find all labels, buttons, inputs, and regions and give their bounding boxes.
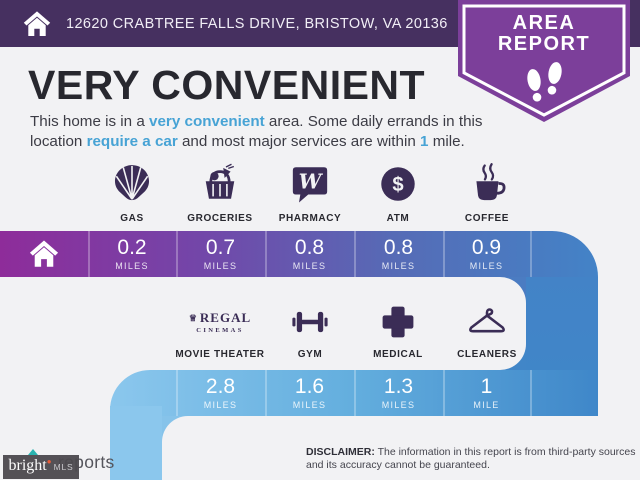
service-medical: MEDICAL <box>353 300 443 360</box>
distance-unit: MILES <box>115 261 149 271</box>
distance-unit: MILES <box>203 400 238 410</box>
badge-title-line1: AREA <box>512 12 576 34</box>
bar-divider <box>530 231 532 277</box>
distance-unit: MILES <box>292 400 327 410</box>
bar-divider <box>530 370 532 416</box>
service-atm: $ ATM <box>353 160 443 224</box>
home-icon <box>29 240 59 267</box>
distance-movie-theater: 2.8 MILES <box>176 370 265 416</box>
dumbbell-icon <box>292 311 328 333</box>
bar-divider <box>265 370 267 416</box>
area-report-badge: AREA REPORT <box>458 0 630 125</box>
regal-crown-icon: ♕ <box>188 312 198 323</box>
service-label: COFFEE <box>464 213 510 224</box>
distance-unit: MILES <box>381 261 416 271</box>
distance-unit: MILE <box>473 400 500 410</box>
ribbon-left-tail <box>110 406 162 480</box>
hanger-icon <box>469 308 505 333</box>
service-cleaners: CLEANERS <box>442 300 532 360</box>
page-title: VERY CONVENIENT <box>28 62 426 108</box>
home-icon <box>23 10 51 36</box>
distance-unit: MILES <box>203 261 238 271</box>
highlight-very-convenient: very convenient <box>149 113 265 130</box>
service-label: GAS <box>120 213 144 224</box>
distance-value: 0.9 <box>471 236 502 259</box>
service-movie-theater: ♕ REGAL CINEMAS MOVIE THEATER <box>160 300 280 360</box>
distance-value: 0.8 <box>294 236 325 259</box>
description-line2: location require a car and most major se… <box>30 133 465 151</box>
distance-value: 1.3 <box>383 375 414 398</box>
regal-cinemas-logo: ♕ REGAL CINEMAS <box>189 310 251 334</box>
distance-pharmacy: 0.8 MILES <box>265 231 354 277</box>
home-marker-segment <box>0 231 88 277</box>
service-label: CLEANERS <box>457 349 517 360</box>
distance-medical: 1.3 MILES <box>354 370 443 416</box>
service-label: ATM <box>386 213 410 224</box>
mls-wordmark: MLS <box>53 462 74 472</box>
bright-wordmark: bright <box>8 457 47 474</box>
service-label: MOVIE THEATER <box>175 349 265 360</box>
highlight-require-a-car: require a car <box>86 133 178 151</box>
bar-divider <box>176 370 178 416</box>
bar-divider <box>354 370 356 416</box>
medical-cross-icon <box>382 306 414 338</box>
dollar-circle-icon: $ <box>381 167 415 201</box>
distance-value: 0.2 <box>117 236 147 259</box>
distance-unit: MILES <box>469 261 504 271</box>
shell-gas-icon <box>114 165 150 201</box>
bar-divider <box>88 231 90 277</box>
coffee-cup-icon <box>476 163 506 201</box>
distance-gas: 0.2 MILES <box>88 231 176 277</box>
service-label: PHARMACY <box>278 213 342 224</box>
bar-divider <box>176 231 178 277</box>
distance-bar-row2: 2.8 MILES 1.6 MILES 1.3 MILES 1 MILE <box>110 370 598 416</box>
distance-value: 1.6 <box>294 375 325 398</box>
highlight-one-mile: 1 <box>420 133 429 151</box>
distance-atm: 0.8 MILES <box>354 231 443 277</box>
service-groceries: GROCERIES <box>175 160 265 224</box>
disclaimer-label: DISCLAIMER: <box>306 446 375 458</box>
distance-unit: MILES <box>381 400 416 410</box>
distance-value: 0.8 <box>383 236 414 259</box>
distance-coffee: 0.9 MILES <box>443 231 530 277</box>
distance-bar-row1: 0.2 MILES 0.7 MILES 0.8 MILES 0.8 MILES … <box>0 231 598 277</box>
bar-divider <box>354 231 356 277</box>
distance-value: 1 <box>480 375 493 398</box>
grocery-basket-icon <box>205 163 235 199</box>
distance-groceries: 0.7 MILES <box>176 231 265 277</box>
svg-text:$: $ <box>392 174 403 196</box>
walgreens-icon: W <box>292 167 328 203</box>
distance-value: 0.7 <box>205 236 236 259</box>
property-address: 12620 CRABTREE FALLS DRIVE, BRISTOW, VA … <box>66 15 448 32</box>
reports-logo-caret-icon <box>28 449 38 455</box>
distance-cleaners: 1 MILE <box>443 370 530 416</box>
service-label: GROCERIES <box>187 213 253 224</box>
convenience-description: This home is in a very convenient area. … <box>30 112 482 152</box>
svg-text:W: W <box>299 169 324 193</box>
distance-unit: MILES <box>292 261 327 271</box>
distance-value: 2.8 <box>205 375 236 398</box>
disclaimer-text: DISCLAIMER: The information in this repo… <box>306 446 636 472</box>
service-label: GYM <box>297 349 323 360</box>
description-line1: This home is in a very convenient area. … <box>30 113 483 130</box>
bar-divider <box>443 231 445 277</box>
service-gas: GAS <box>87 160 177 224</box>
bar-divider <box>443 370 445 416</box>
service-gym: GYM <box>265 300 355 360</box>
trademark-dot-icon: ● <box>46 457 52 466</box>
regal-brand-text: REGAL <box>199 310 252 325</box>
badge-shield-shape <box>458 0 630 122</box>
badge-title-line2: REPORT <box>497 33 591 55</box>
service-label: MEDICAL <box>373 349 423 360</box>
service-coffee: COFFEE <box>442 160 532 224</box>
distance-gym: 1.6 MILES <box>265 370 354 416</box>
footprints-icon <box>527 62 562 102</box>
bright-mls-logo: bright ● MLS <box>3 455 79 479</box>
service-pharmacy: W PHARMACY <box>265 160 355 224</box>
bar-divider <box>265 231 267 277</box>
regal-sub-text: CINEMAS <box>196 327 244 334</box>
